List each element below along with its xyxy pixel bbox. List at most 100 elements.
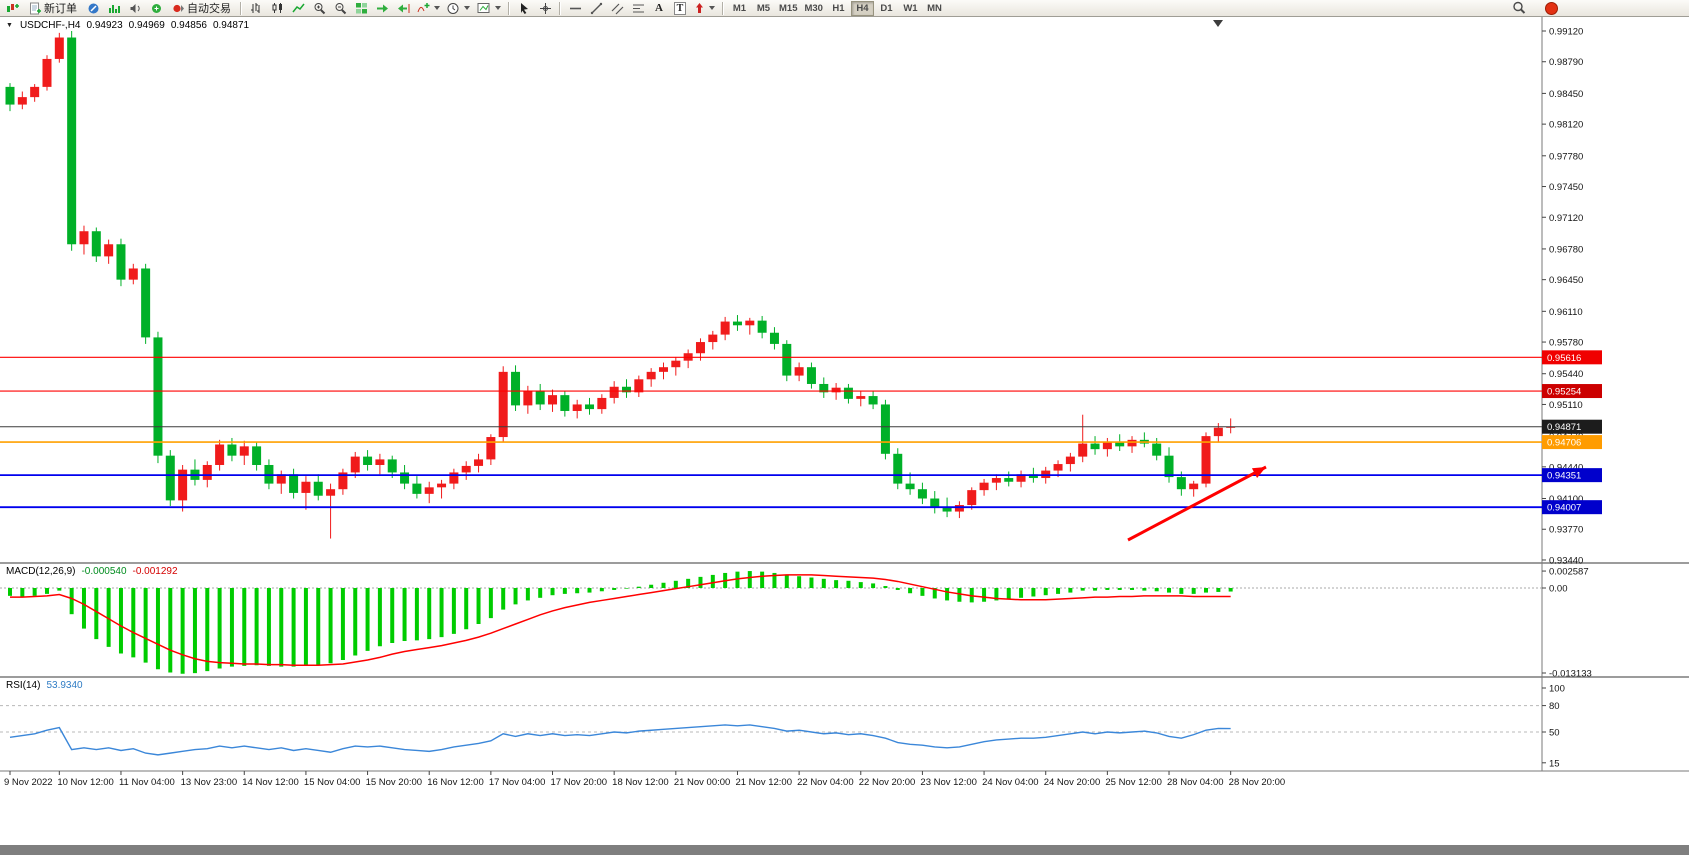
svg-text:-0.013133: -0.013133	[1549, 669, 1592, 680]
toolbar-separator	[508, 1, 510, 15]
market-watch-button[interactable]	[104, 1, 124, 16]
timeframe-mn-button[interactable]: MN	[923, 1, 946, 16]
chart-shift-button[interactable]	[393, 1, 413, 16]
svg-text:25 Nov 12:00: 25 Nov 12:00	[1105, 777, 1162, 788]
zoom-in-button[interactable]	[309, 1, 329, 16]
macd-panel: 0.002587 0.00 -0.013133	[0, 567, 1592, 680]
expand-ohlc-icon[interactable]: ▼	[6, 22, 13, 29]
text-label-button[interactable]: A	[649, 1, 669, 16]
rsi-label: RSI(14)	[6, 680, 41, 691]
macd-signal-value: -0.001292	[132, 566, 178, 577]
timeframe-h1-button[interactable]: H1	[827, 1, 850, 16]
cursor-button[interactable]	[514, 1, 534, 16]
dropdown-caret-icon	[434, 6, 440, 10]
autotrading-icon	[173, 4, 184, 12]
horizontal-levels[interactable]: 0.95616 0.95254 0.94871 0.94706 0.94351 0.940…	[0, 350, 1602, 515]
notification-badge[interactable]	[1545, 1, 1558, 15]
timeframe-m15-button[interactable]: M15	[776, 1, 800, 16]
bar-chart-type-button[interactable]	[246, 1, 266, 16]
svg-text:24 Nov 20:00: 24 Nov 20:00	[1044, 777, 1101, 788]
candles-layer	[5, 31, 1236, 539]
text-box-button[interactable]: T	[670, 1, 690, 16]
svg-text:0.94440: 0.94440	[1549, 462, 1583, 473]
svg-text:9 Nov 2022: 9 Nov 2022	[4, 777, 53, 788]
svg-text:0.002587: 0.002587	[1549, 567, 1589, 578]
market-watch-icon	[108, 4, 120, 13]
fibonacci-icon	[632, 4, 644, 12]
timeframe-m5-button[interactable]: M5	[752, 1, 775, 16]
profiles-button[interactable]	[83, 1, 103, 16]
ohlc-bars-icon	[250, 2, 259, 13]
new-chart-button[interactable]	[3, 1, 23, 16]
svg-text:0.95616: 0.95616	[1547, 353, 1581, 364]
svg-text:21 Nov 12:00: 21 Nov 12:00	[735, 777, 792, 788]
svg-text:0.99120: 0.99120	[1549, 27, 1583, 38]
alerts-button[interactable]	[125, 1, 145, 16]
chart-shift-marker[interactable]	[1213, 20, 1223, 27]
trend-arrow[interactable]	[1127, 465, 1267, 542]
fibonacci-button[interactable]	[628, 1, 648, 16]
arrows-button[interactable]	[691, 1, 718, 16]
svg-text:18 Nov 12:00: 18 Nov 12:00	[612, 777, 669, 788]
indicators-button[interactable]	[414, 1, 443, 16]
svg-text:22 Nov 04:00: 22 Nov 04:00	[797, 777, 854, 788]
candlestick-chart-type-button[interactable]	[267, 1, 287, 16]
toolbar-right-group	[1509, 1, 1558, 16]
svg-text:80: 80	[1549, 701, 1560, 712]
trendline-button[interactable]	[586, 1, 606, 16]
svg-text:15 Nov 20:00: 15 Nov 20:00	[366, 777, 423, 788]
new-order-button[interactable]: 新订单	[24, 1, 82, 16]
zoom-out-button[interactable]	[330, 1, 350, 16]
svg-text:16 Nov 12:00: 16 Nov 12:00	[427, 777, 484, 788]
dropdown-caret-icon	[464, 6, 470, 10]
scripts-button[interactable]	[146, 1, 166, 16]
svg-text:0.97780: 0.97780	[1549, 151, 1583, 162]
svg-text:0.95254: 0.95254	[1547, 387, 1581, 398]
timeframe-m30-button[interactable]: M30	[801, 1, 825, 16]
timeframe-m1-button[interactable]: M1	[728, 1, 751, 16]
svg-text:0.96110: 0.96110	[1549, 307, 1583, 318]
timeframe-w1-button[interactable]: W1	[899, 1, 922, 16]
toolbar-separator	[722, 1, 724, 15]
bottom-status-strip	[0, 845, 1689, 855]
toolbar-separator	[240, 1, 242, 15]
svg-text:100: 100	[1549, 684, 1565, 695]
timeframe-h4-button[interactable]: H4	[850, 0, 874, 16]
svg-text:0.95780: 0.95780	[1549, 338, 1583, 349]
search-icon	[1513, 1, 1526, 14]
svg-text:0.98120: 0.98120	[1549, 120, 1583, 131]
search-button[interactable]	[1509, 1, 1529, 16]
horizontal-line-button[interactable]	[565, 1, 585, 16]
svg-text:0.94706: 0.94706	[1547, 438, 1581, 449]
crosshair-button[interactable]	[535, 1, 555, 16]
new-order-icon	[30, 2, 41, 14]
tile-windows-button[interactable]	[351, 1, 371, 16]
equidistant-channel-button[interactable]	[607, 1, 627, 16]
rsi-panel: 100 80 50 15	[0, 684, 1565, 769]
horizontal-line-icon	[569, 7, 581, 9]
candlestick-icon	[272, 2, 282, 13]
price-axis: 0.99120 0.98790 0.98450 0.98120 0.97780 0.974…	[1542, 27, 1583, 566]
svg-text:0.93770: 0.93770	[1549, 525, 1583, 536]
high-value: 0.94969	[128, 20, 165, 31]
svg-text:0.94100: 0.94100	[1549, 494, 1583, 505]
templates-button[interactable]	[474, 1, 504, 16]
timeframe-d1-button[interactable]: D1	[875, 1, 898, 16]
autotrading-button[interactable]: 自动交易	[167, 1, 236, 16]
periods-button[interactable]	[444, 1, 473, 16]
svg-text:22 Nov 20:00: 22 Nov 20:00	[859, 777, 916, 788]
line-chart-type-button[interactable]	[288, 1, 308, 16]
auto-scroll-button[interactable]	[372, 1, 392, 16]
toolbar: 新订单 自动交易	[0, 0, 1689, 17]
svg-text:0.95440: 0.95440	[1549, 369, 1583, 380]
svg-text:17 Nov 04:00: 17 Nov 04:00	[489, 777, 546, 788]
new-chart-icon	[7, 3, 19, 12]
svg-text:11 Nov 04:00: 11 Nov 04:00	[119, 777, 175, 788]
svg-text:0.94007: 0.94007	[1547, 503, 1581, 514]
zoom-in-icon	[314, 2, 325, 14]
macd-main-value: -0.000540	[81, 566, 127, 577]
autotrading-label: 自动交易	[187, 3, 231, 15]
svg-text:24 Nov 04:00: 24 Nov 04:00	[982, 777, 1039, 788]
